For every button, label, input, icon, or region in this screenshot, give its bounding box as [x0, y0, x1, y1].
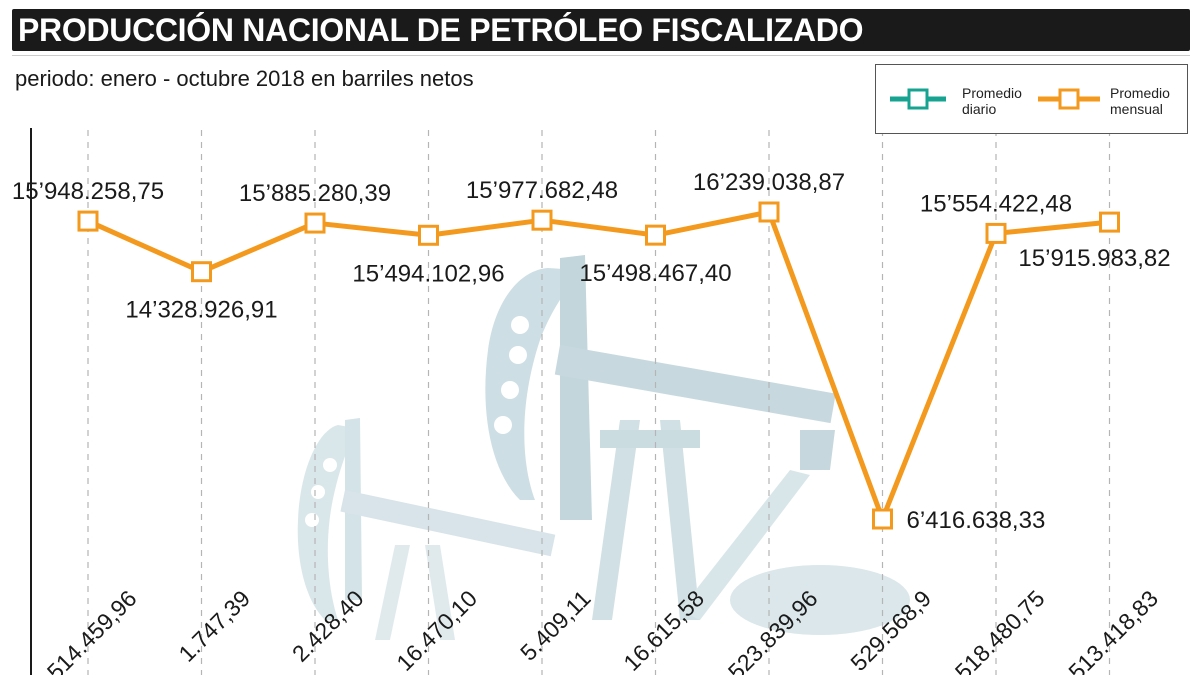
- data-points: [77, 201, 1120, 530]
- data-label-mensual-4: 15’977.682,48: [466, 177, 618, 204]
- line-promedio-mensual: [86, 209, 1110, 522]
- legend-label-diario: Promedio diario: [962, 85, 1022, 117]
- data-label-diario-9: 513.418,83: [1063, 585, 1163, 675]
- chart-title: PRODUCCIÓN NACIONAL DE PETRÓLEO FISCALIZ…: [18, 12, 864, 48]
- data-label-mensual-5: 15’498.467,40: [579, 260, 731, 287]
- data-point-mensual-2: [304, 212, 326, 234]
- data-label-mensual-2: 15’885.280,39: [239, 180, 391, 207]
- data-point-mensual-3: [418, 224, 439, 246]
- data-point-mensual-0: [77, 210, 99, 232]
- chart-subtitle: periodo: enero - octubre 2018 en barrile…: [15, 66, 474, 91]
- data-label-diario-4: 5.409,11: [515, 585, 595, 665]
- data-label-diario-1: 1.747,39: [173, 585, 255, 667]
- data-point-mensual-9: [1099, 211, 1120, 233]
- data-point-mensual-8: [985, 222, 1007, 244]
- data-label-mensual-0: 15’948.258,75: [12, 178, 164, 205]
- data-label-mensual-1: 14’328.926,91: [125, 297, 277, 324]
- series-line-promedio-mensual: [86, 209, 1110, 522]
- data-point-mensual-1: [191, 261, 212, 283]
- legend-item-promedio-diario: Promedio diario: [876, 65, 1026, 135]
- data-label-mensual-7: 6’416.638,33: [907, 507, 1046, 534]
- data-label-mensual-9: 15’915.983,82: [1018, 245, 1170, 272]
- pump-jack-illustration: [297, 255, 910, 640]
- data-label-mensual-8: 15’554.422,48: [920, 190, 1072, 217]
- data-label-mensual-6: 16’239.038,87: [693, 169, 845, 196]
- legend-swatch-orange-icon: [1038, 88, 1100, 110]
- data-labels-mensual: 15’948.258,75 14’328.926,91 15’885.280,39 1…: [12, 169, 1171, 534]
- legend-item-promedio-mensual: Promedio mensual: [1026, 65, 1189, 135]
- legend-label-mensual: Promedio mensual: [1110, 85, 1170, 117]
- legend: Promedio diario Promedio mensual: [875, 64, 1188, 134]
- data-point-mensual-4: [531, 209, 553, 231]
- data-label-diario-5: 16.615,58: [618, 585, 709, 675]
- data-label-diario-8: 518.480,75: [950, 585, 1050, 675]
- header-divider: [12, 55, 1190, 56]
- data-label-mensual-3: 15’494.102,96: [352, 260, 504, 287]
- data-point-mensual-7: [872, 508, 893, 530]
- title-bar: PRODUCCIÓN NACIONAL DE PETRÓLEO FISCALIZ…: [12, 9, 1190, 51]
- data-point-mensual-5: [645, 224, 666, 246]
- data-point-mensual-6: [758, 201, 780, 223]
- data-label-diario-0: 514.459,96: [42, 585, 142, 675]
- legend-swatch-teal-icon: [890, 88, 946, 110]
